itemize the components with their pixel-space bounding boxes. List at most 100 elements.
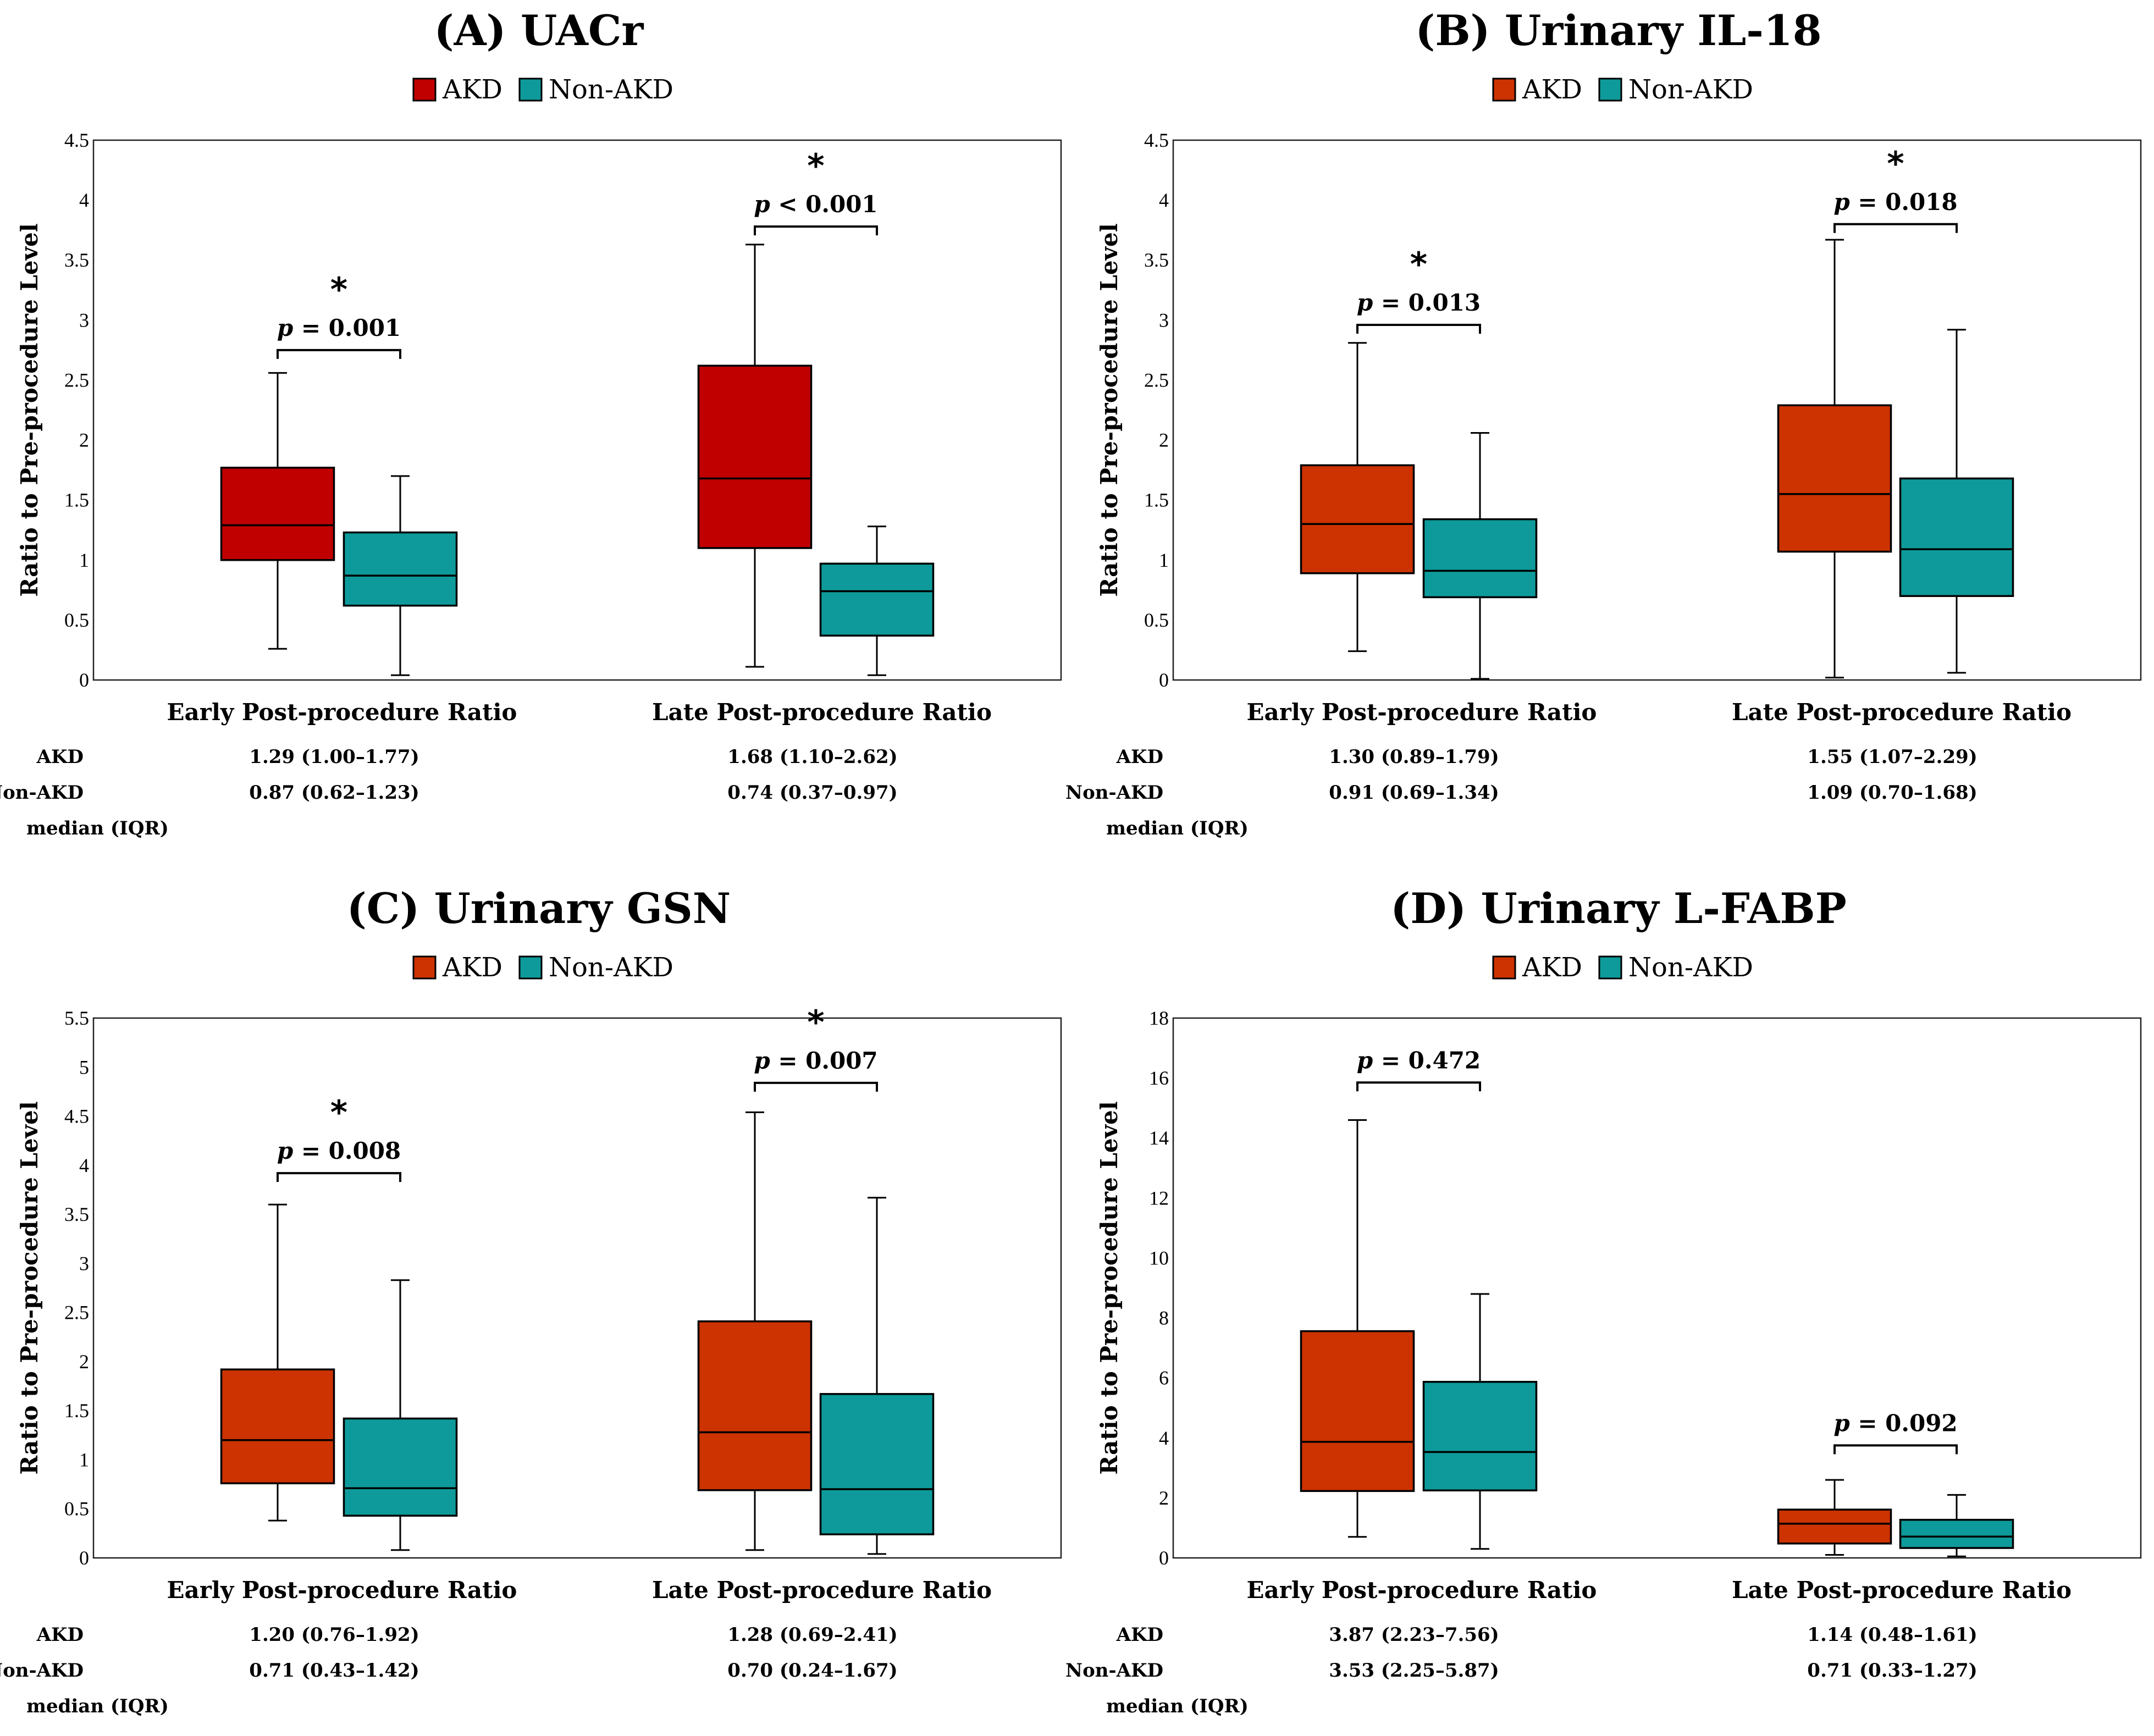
legend-swatch-non-akd (518, 78, 543, 102)
y-tick-label: 18 (1149, 1007, 1169, 1029)
box-akd-early (1300, 1119, 1415, 1538)
plot-frame (92, 1017, 1062, 1559)
iqr-box (697, 1320, 813, 1491)
table-row-label-non-akd: Non-AKD (0, 1660, 84, 1682)
plot-frame (92, 139, 1062, 681)
table-row-label-akd: AKD (36, 1624, 84, 1646)
table-cell-akd: 1.30 (0.89–1.79) (1329, 746, 1499, 768)
iqr-box (1777, 404, 1892, 553)
iqr-box (1300, 464, 1415, 574)
box-non-akd-early (1422, 432, 1538, 680)
p-symbol: p (1833, 189, 1849, 215)
table-cell-akd: 1.14 (0.48–1.61) (1807, 1624, 1977, 1646)
table-row-label-non-akd: Non-AKD (0, 782, 84, 804)
table-row-label-median-iqr: median (IQR) (1106, 1695, 1249, 1717)
iqr-box (343, 1417, 458, 1517)
y-tick-label: 2 (1159, 429, 1169, 451)
iqr-box (819, 1393, 935, 1535)
significance-star: * (1887, 145, 1904, 183)
y-tick-label: 2.5 (64, 369, 89, 391)
y-tick-label: 4 (79, 189, 89, 211)
p-value-label: p = 0.018 (1833, 189, 1957, 215)
significance-bracket (754, 1081, 878, 1092)
y-tick-label: 0.5 (1144, 609, 1169, 631)
iqr-box (1899, 1518, 2014, 1549)
y-tick-label: 0.5 (64, 1498, 89, 1520)
y-tick-label: 0.5 (64, 609, 89, 631)
iqr-box (819, 562, 935, 637)
x-category-label: Early Post-procedure Ratio (1247, 699, 1597, 726)
legend-label-akd: AKD (442, 74, 502, 105)
y-axis-label: Ratio to Pre-procedure Level (1096, 223, 1123, 597)
table-row-label-median-iqr: median (IQR) (1106, 817, 1249, 839)
p-value: = 0.018 (1858, 189, 1957, 215)
table-cell-akd: 3.87 (2.23–7.56) (1329, 1624, 1499, 1646)
y-tick-label: 8 (1159, 1307, 1169, 1329)
significance-bracket (277, 1172, 401, 1182)
box-akd-early (1300, 342, 1415, 653)
significance-bracket (277, 349, 401, 359)
significance-star: * (807, 1003, 824, 1042)
p-value: < 0.001 (778, 191, 877, 218)
y-tick-label: 1 (1159, 549, 1169, 571)
y-tick-label: 4.5 (1144, 129, 1169, 151)
x-category-label: Early Post-procedure Ratio (167, 1577, 517, 1604)
y-tick-label: 1.5 (64, 489, 89, 511)
significance-bracket (1833, 1444, 1958, 1455)
y-tick-label: 3.5 (1144, 249, 1169, 271)
legend-label-non-akd: Non-AKD (549, 952, 673, 983)
chart-panel: (A) UACr AKD Non-AKD 0 0.5 1 1.5 2 2.5 3 3.5 4 4.5 Ra… (0, 6, 1062, 839)
chart-panel: (D) Urinary L-FABP AKD Non-AKD 0 2 4 6 8 10 12 14 1… (1065, 884, 2142, 1717)
box-non-akd-late (1899, 329, 2014, 674)
table-row-label-median-iqr: median (IQR) (26, 1695, 169, 1717)
table-cell-non-akd: 0.91 (0.69–1.34) (1329, 782, 1499, 804)
significance-bracket (1356, 324, 1481, 334)
y-tick-label: 5.5 (64, 1007, 89, 1029)
chart-title: (B) Urinary IL-18 (1415, 6, 1821, 55)
p-value: = 0.472 (1381, 1047, 1481, 1074)
y-axis-label: Ratio to Pre-procedure Level (1096, 1101, 1123, 1475)
table-cell-akd: 1.29 (1.00–1.77) (249, 746, 419, 768)
table-row-label-akd: AKD (36, 746, 84, 768)
y-tick-label: 3.5 (64, 249, 89, 271)
y-tick-label: 1 (79, 1448, 89, 1470)
x-category-label: Late Post-procedure Ratio (1732, 699, 2072, 726)
significance-bracket (754, 225, 878, 236)
legend-swatch-non-akd (1598, 78, 1622, 102)
iqr-box (1777, 1508, 1892, 1545)
p-symbol: p (1357, 1047, 1373, 1074)
legend-label-akd: AKD (442, 952, 502, 983)
legend-swatch-akd (412, 955, 437, 980)
iqr-box (1422, 1381, 1538, 1492)
p-symbol: p (277, 314, 293, 341)
iqr-box (220, 466, 335, 561)
table-cell-akd: 1.68 (1.10–2.62) (727, 746, 897, 768)
table-cell-non-akd: 3.53 (2.25–5.87) (1329, 1660, 1499, 1682)
iqr-box (697, 364, 813, 549)
box-akd-late (697, 1111, 813, 1551)
y-tick-label: 2 (1159, 1487, 1169, 1509)
p-value-label: p = 0.007 (754, 1047, 877, 1074)
table-row-label-akd: AKD (1116, 746, 1163, 768)
legend-label-non-akd: Non-AKD (1628, 952, 1753, 983)
y-tick-label: 16 (1149, 1067, 1169, 1089)
y-tick-label: 4 (1159, 1427, 1169, 1449)
legend-swatch-non-akd (1598, 955, 1622, 980)
table-cell-non-akd: 0.87 (0.62–1.23) (249, 782, 419, 804)
table-cell-non-akd: 0.70 (0.24–1.67) (727, 1660, 897, 1682)
y-tick-label: 6 (1159, 1367, 1169, 1389)
significance-star: * (330, 270, 347, 309)
p-symbol: p (1833, 1409, 1849, 1436)
iqr-box (1300, 1330, 1415, 1492)
p-value-label: p < 0.001 (754, 191, 877, 218)
table-row-label-akd: AKD (1116, 1624, 1163, 1646)
p-value-label: p = 0.472 (1357, 1047, 1481, 1074)
iqr-box (1422, 518, 1538, 599)
x-category-label: Early Post-procedure Ratio (1247, 1577, 1597, 1604)
y-tick-label: 4 (1159, 189, 1169, 211)
y-tick-label: 3 (1159, 309, 1169, 331)
y-tick-label: 3 (79, 309, 89, 331)
iqr-box (220, 1368, 335, 1485)
box-akd-late (1777, 239, 1892, 679)
